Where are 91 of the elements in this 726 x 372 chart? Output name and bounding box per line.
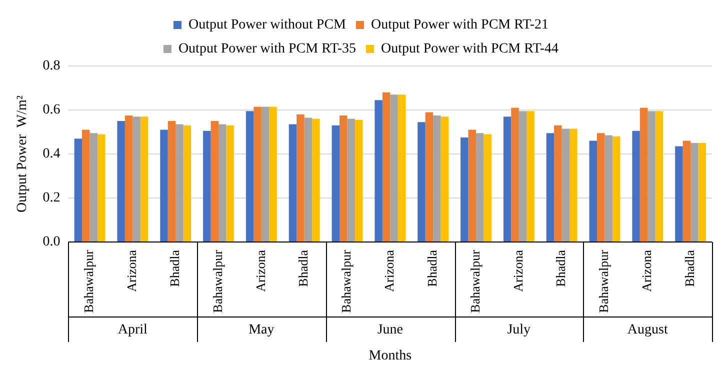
bar (468, 130, 476, 242)
x-tick-label: Bhadla (296, 250, 311, 287)
bar (117, 121, 125, 242)
bar (246, 111, 254, 242)
legend-label: Output Power with PCM RT-21 (370, 18, 549, 33)
x-tick-label: Bahawalpur (210, 249, 225, 313)
x-tick-label: Arizona (382, 250, 397, 292)
bar (74, 138, 82, 242)
bar (675, 146, 683, 242)
bar (124, 116, 133, 242)
bar (632, 130, 640, 242)
text: May (248, 322, 274, 338)
y-tick-label: 0.6 (42, 102, 60, 118)
text: July (507, 322, 531, 338)
bar (503, 116, 512, 242)
x-tick-label: Arizona (510, 250, 526, 292)
bar (418, 122, 426, 242)
y-tick-label: 0.2 (42, 190, 60, 206)
bar (354, 120, 363, 242)
bar (698, 143, 706, 242)
bar (648, 111, 656, 242)
y-tick-label: 0.8 (42, 58, 60, 74)
bar (288, 124, 297, 242)
x-tick-label: Bhadla (167, 250, 182, 287)
x-tick-label: Bahawalpur (596, 249, 612, 313)
bar (570, 128, 578, 242)
text: April (118, 322, 148, 338)
bar (589, 140, 597, 242)
bar (183, 125, 192, 242)
bar (176, 124, 184, 242)
y-tick-label: 0.4 (42, 146, 60, 162)
bar (160, 130, 168, 242)
bar (90, 133, 98, 242)
bar (82, 130, 90, 242)
bar (218, 124, 226, 242)
bar (433, 116, 441, 242)
bar (382, 92, 390, 242)
bar (304, 118, 312, 242)
bar (511, 108, 519, 242)
bar (682, 140, 691, 242)
legend-label: Output Power with PCM RT-35 (178, 42, 356, 57)
bar (374, 100, 382, 242)
bar (484, 134, 492, 242)
bar (332, 125, 340, 242)
bar (604, 135, 612, 242)
legend-label: Output Power with PCM RT-44 (381, 42, 559, 57)
bar (460, 138, 468, 242)
x-tick-label: Bahawalpur (338, 249, 354, 313)
bar (546, 133, 554, 242)
bar (254, 106, 262, 242)
x-tick-label: Bhadla (682, 250, 697, 287)
text: June (377, 322, 403, 338)
bar (226, 125, 234, 242)
bar (210, 121, 218, 242)
legend-label: Output Power without PCM (188, 18, 347, 33)
bar (554, 125, 562, 242)
bar (596, 133, 605, 242)
bar (398, 94, 406, 242)
bar (269, 106, 277, 242)
x-tick-label: Arizona (252, 250, 268, 292)
y-tick-label: 0.0 (42, 234, 60, 250)
bar (562, 128, 570, 242)
x-tick-label: Bhadla (424, 250, 440, 287)
x-axis-title: Months (368, 348, 412, 364)
x-tick-label: Bahawalpur (467, 249, 482, 313)
bar (340, 116, 348, 242)
y-axis-title: Output Power W/m² (15, 95, 30, 213)
x-tick-label: Bhadla (553, 250, 568, 287)
bar (655, 111, 664, 242)
bar (312, 118, 320, 242)
bar (203, 130, 211, 242)
bar (168, 121, 176, 242)
bar (526, 111, 534, 242)
text: August (627, 322, 668, 338)
bar (440, 116, 449, 242)
bar (518, 111, 527, 242)
bar (347, 118, 355, 242)
bar (261, 106, 270, 242)
x-tick-label: Arizona (124, 250, 140, 292)
bar (390, 94, 398, 242)
bar (640, 108, 648, 242)
x-tick-label: Arizona (639, 250, 654, 292)
bar (476, 133, 484, 242)
bar (132, 116, 140, 242)
bar (690, 143, 698, 242)
bar (425, 112, 434, 242)
bar (140, 116, 148, 242)
x-tick-label: Bahawalpur (81, 249, 96, 313)
bar (97, 134, 106, 242)
bar (296, 114, 304, 242)
bar (612, 136, 620, 242)
